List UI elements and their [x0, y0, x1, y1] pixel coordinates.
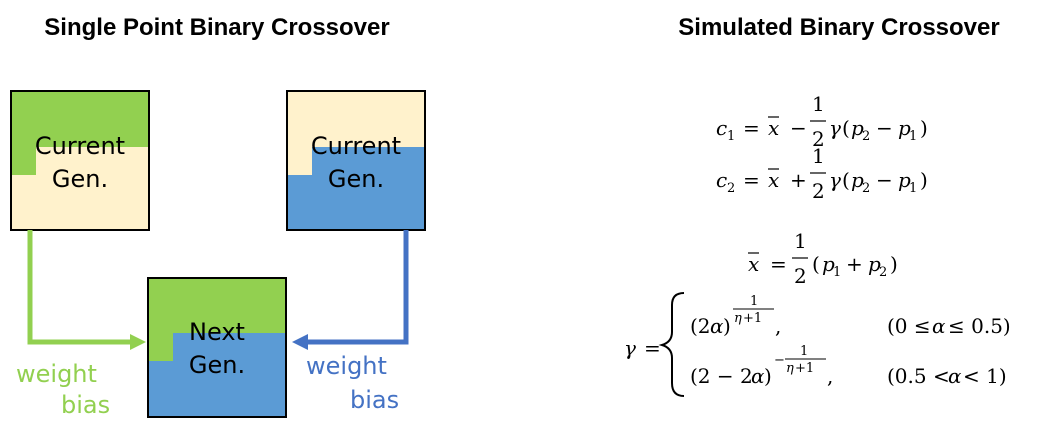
svg-text:+1: +1 [743, 311, 762, 326]
svg-text:η: η [734, 311, 742, 326]
svg-text:1: 1 [812, 144, 825, 168]
left-parent-label-line2: Gen. [52, 165, 108, 193]
svg-text:α: α [932, 314, 946, 338]
gamma-left-brace [658, 292, 685, 397]
svg-text:p: p [851, 168, 864, 192]
left-parent-box: Current Gen. [10, 90, 150, 231]
svg-text:1: 1 [909, 129, 917, 144]
svg-text:−: − [790, 116, 807, 140]
blue-arrow [292, 230, 409, 350]
svg-text:(2 − 2: (2 − 2 [690, 364, 753, 388]
svg-text:1: 1 [812, 92, 825, 116]
svg-text:≤ 0.5): ≤ 0.5) [948, 314, 1011, 338]
svg-text:+: + [790, 168, 807, 192]
child-label-line1: Next [189, 318, 245, 346]
svg-text:2: 2 [727, 181, 735, 196]
svg-text:1: 1 [750, 294, 758, 309]
equation-xbar: x = 12 ( p1 + p2 ) [748, 229, 898, 288]
svg-text:): ) [723, 314, 731, 338]
right-parent-label-line2: Gen. [328, 165, 384, 193]
equation-gamma: γ = (2 α) 1 η +1 , (0 ≤ α ≤ 0.5) (2 − 2α) − … [624, 292, 1011, 397]
svg-text:γ: γ [829, 168, 841, 192]
svg-text:1: 1 [727, 129, 735, 144]
svg-text:1: 1 [833, 265, 841, 280]
svg-text:2: 2 [812, 179, 825, 203]
gamma-case-2: (2 − 2α) − 1 η +1 , (0.5 <α < 1) [690, 344, 1007, 388]
svg-text:2: 2 [812, 127, 825, 151]
svg-text:,: , [827, 364, 833, 388]
svg-text:(0.5 <: (0.5 < [887, 364, 950, 388]
svg-text:x: x [768, 168, 779, 192]
left-weight-label: weight [16, 360, 97, 388]
right-parent-box: Current Gen. [286, 90, 426, 231]
svg-text:(: ( [842, 116, 850, 140]
svg-text:2: 2 [862, 181, 870, 196]
svg-text:2: 2 [879, 265, 887, 280]
right-parent-blue-region [287, 147, 425, 230]
svg-text:(2: (2 [690, 314, 711, 338]
left-bias-label: bias [61, 391, 110, 419]
svg-text:< 1): < 1) [963, 364, 1007, 388]
svg-text:=: = [644, 336, 661, 360]
svg-text:γ: γ [829, 116, 841, 140]
svg-text:=: = [743, 116, 760, 140]
svg-text:α: α [751, 364, 765, 388]
svg-text:,: , [775, 314, 781, 338]
svg-text:): ) [920, 116, 928, 140]
svg-text:2: 2 [794, 264, 807, 288]
right-title: Simulated Binary Crossover [678, 14, 999, 41]
svg-text:α: α [710, 314, 724, 338]
svg-text:): ) [920, 168, 928, 192]
left-parent-green-region [11, 91, 149, 175]
svg-text:1: 1 [800, 344, 808, 359]
green-arrow [27, 230, 146, 350]
svg-text:+: + [846, 252, 863, 276]
child-green-region [148, 278, 286, 361]
svg-text:−: − [876, 168, 893, 192]
svg-text:=: = [743, 168, 760, 192]
svg-text:(: ( [812, 252, 820, 276]
svg-text:1: 1 [909, 181, 917, 196]
green-arrow-head [130, 334, 146, 350]
svg-text:c: c [716, 116, 727, 140]
right-parent-border [286, 90, 426, 231]
svg-text:c: c [716, 168, 727, 192]
svg-text:): ) [764, 364, 772, 388]
left-parent-border [10, 90, 150, 231]
right-weight-label: weight [306, 352, 387, 380]
svg-text:p: p [898, 168, 911, 192]
svg-text:(: ( [842, 168, 850, 192]
svg-text:2: 2 [862, 129, 870, 144]
left-parent-label-line1: Current [35, 132, 125, 160]
svg-text:p: p [868, 252, 881, 276]
svg-text:−: − [876, 116, 893, 140]
svg-text:): ) [890, 252, 898, 276]
svg-text:p: p [851, 116, 864, 140]
svg-text:x: x [748, 252, 759, 276]
green-arrow-shaft [27, 230, 132, 345]
svg-text:α: α [948, 364, 962, 388]
right-bias-label: bias [350, 386, 399, 414]
child-label-line2: Gen. [189, 351, 245, 379]
svg-text:1: 1 [794, 229, 807, 253]
child-box: Next Gen. [147, 277, 287, 418]
svg-text:p: p [822, 252, 835, 276]
svg-text:−: − [774, 353, 785, 368]
svg-text:(0 ≤: (0 ≤ [887, 314, 931, 338]
gamma-case-1: (2 α) 1 η +1 , (0 ≤ α ≤ 0.5) [690, 294, 1011, 338]
svg-text:p: p [898, 116, 911, 140]
blue-arrow-shaft [306, 230, 409, 345]
svg-text:=: = [770, 252, 787, 276]
svg-text:η: η [786, 361, 794, 376]
blue-arrow-head [292, 334, 308, 350]
svg-text:+1: +1 [795, 361, 814, 376]
child-border [147, 277, 287, 418]
svg-text:γ: γ [624, 336, 636, 360]
left-title: Single Point Binary Crossover [44, 14, 389, 41]
right-parent-label-line1: Current [311, 132, 401, 160]
svg-text:x: x [768, 116, 779, 140]
